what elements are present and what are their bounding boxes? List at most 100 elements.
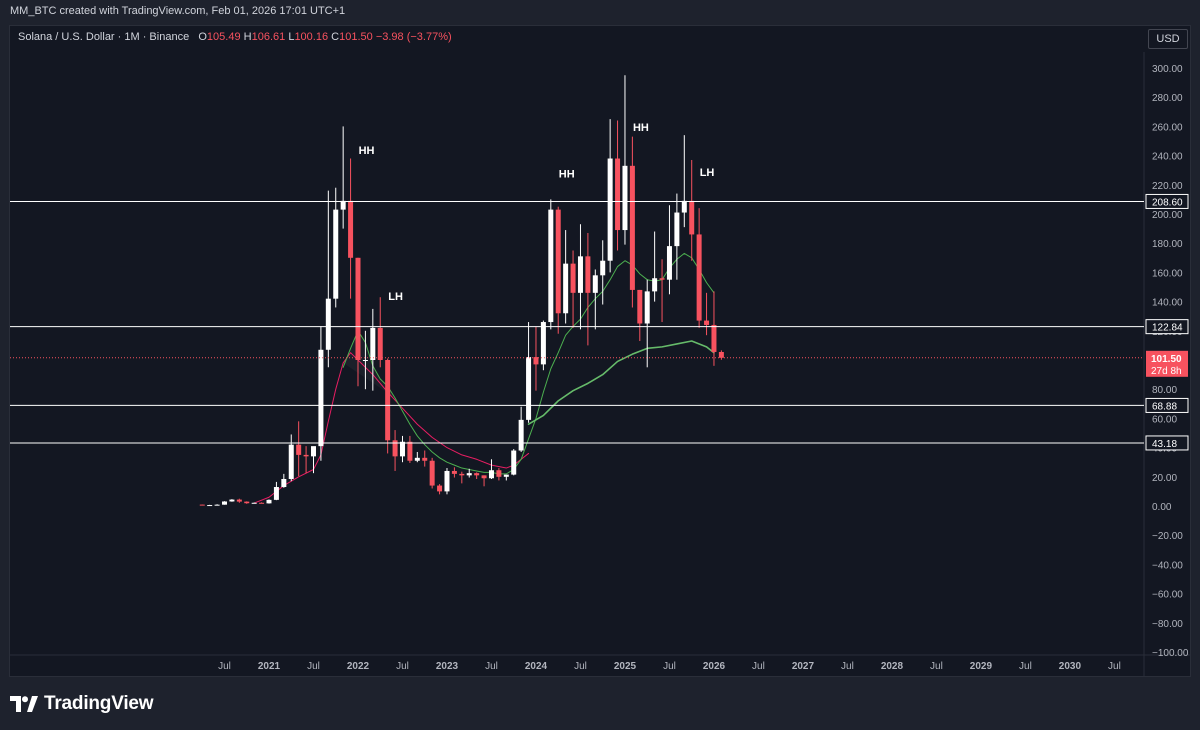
y-tick-label: 220.00 <box>1152 181 1183 192</box>
chart-frame <box>9 25 1191 677</box>
candle-body <box>474 473 480 476</box>
current-price-tag <box>1146 350 1188 377</box>
symbol-legend: Solana / U.S. Dollar · 1M · Binance O105… <box>18 31 452 43</box>
x-tick-label: Jul <box>396 661 409 672</box>
current-price-label: 101.50 <box>1151 354 1182 365</box>
candle-body <box>303 454 309 457</box>
candle-body <box>377 327 383 360</box>
candle-body <box>281 478 287 488</box>
candle-body <box>310 446 316 457</box>
x-tick-label: 2023 <box>436 661 459 672</box>
high-value: 106.61 <box>251 31 286 43</box>
pattern-annotation: LH <box>388 291 403 303</box>
y-tick-label: 240.00 <box>1152 152 1183 163</box>
y-tick-label: 300.00 <box>1152 64 1183 75</box>
x-tick-label: 2024 <box>525 661 548 672</box>
candle-body <box>429 460 435 486</box>
candle-body <box>362 360 368 361</box>
candle-body <box>607 158 613 261</box>
open-label: O <box>198 31 207 43</box>
candle-body <box>503 474 509 477</box>
candle-body <box>540 322 546 365</box>
level-price-tag <box>1145 435 1189 451</box>
candle-body <box>496 470 502 477</box>
candle-body <box>666 246 672 280</box>
x-tick-label: 2027 <box>792 661 815 672</box>
pattern-annotation: LH <box>700 167 715 179</box>
x-tick-label: 2022 <box>347 661 370 672</box>
x-tick-label: Jul <box>930 661 943 672</box>
candle-body <box>629 165 635 290</box>
candle-body <box>518 419 524 451</box>
candle-body <box>585 256 591 293</box>
x-tick-label: Jul <box>485 661 498 672</box>
level-price-tag <box>1145 193 1189 209</box>
y-tick-label: −80.00 <box>1152 619 1183 630</box>
candle-body <box>437 485 443 492</box>
level-price-label: 208.60 <box>1152 197 1183 208</box>
candle-body <box>370 327 376 360</box>
price-chart[interactable]: 300.00 280.00 260.00 240.00 220.00 200.00 180.… <box>0 0 1200 678</box>
candle-body <box>526 357 532 420</box>
level-price-tag <box>1145 397 1189 413</box>
candle-body <box>718 351 724 358</box>
tradingview-logo-text: TradingView <box>44 693 154 714</box>
x-tick-label: Jul <box>841 661 854 672</box>
level-price-label: 122.84 <box>1152 323 1183 334</box>
candle-body <box>266 499 272 504</box>
y-tick-label: 140.00 <box>1152 298 1183 309</box>
candle-body <box>622 165 628 231</box>
open-value: 105.49 <box>206 31 241 43</box>
low-label: L <box>288 31 295 43</box>
candle-body <box>652 278 658 292</box>
candle-body <box>637 289 643 324</box>
candle-body <box>533 357 539 365</box>
y-tick-label: 160.00 <box>1152 268 1183 279</box>
candle-body <box>288 444 294 479</box>
candle-body <box>459 473 465 476</box>
candle-body <box>244 501 250 504</box>
candle-body <box>444 470 450 492</box>
tradingview-logo[interactable]: TradingView <box>10 693 154 715</box>
x-tick-label: Jul <box>663 661 676 672</box>
candle-body <box>251 502 257 504</box>
candle-body <box>696 234 702 321</box>
y-tick-label: 80.00 <box>1152 385 1177 396</box>
y-tick-label: −100.00 <box>1152 648 1189 659</box>
chart-header-title: MM_BTC created with TradingView.com, Feb… <box>10 5 346 17</box>
pattern-annotation: HH <box>633 122 649 134</box>
level-price-label: 68.88 <box>1152 401 1177 412</box>
candle-body <box>644 291 650 324</box>
footer <box>0 678 1200 730</box>
candle-body <box>399 441 405 457</box>
candle-body <box>577 256 583 293</box>
pattern-annotation: HH <box>359 145 375 157</box>
candle-body <box>704 320 710 325</box>
high-label: H <box>243 31 252 43</box>
candle-body <box>481 475 487 479</box>
candle-body <box>451 470 457 474</box>
x-tick-label: 2028 <box>881 661 904 672</box>
y-tick-label: 200.00 <box>1152 210 1183 221</box>
level-price-label: 43.18 <box>1152 439 1177 450</box>
x-tick-label: 2029 <box>970 661 993 672</box>
candle-body <box>600 260 606 276</box>
y-tick-label: 0.00 <box>1152 502 1172 513</box>
candle-body <box>385 360 391 441</box>
close-label: C <box>331 31 340 43</box>
x-tick-label: 2026 <box>703 661 726 672</box>
candle-body <box>207 505 213 507</box>
candle-body <box>466 473 472 476</box>
candle-body <box>511 450 517 475</box>
symbol-name: Solana / U.S. Dollar · 1M · Binance <box>18 31 190 43</box>
candle-body <box>711 324 717 352</box>
candle-body <box>555 209 561 314</box>
candle-body <box>689 200 695 235</box>
candle-body <box>296 444 302 455</box>
currency-button[interactable]: USD <box>1148 29 1188 49</box>
x-tick-label: Jul <box>574 661 587 672</box>
y-tick-label: 180.00 <box>1152 239 1183 250</box>
x-tick-label: 2025 <box>614 661 637 672</box>
candle-body <box>674 212 680 247</box>
change-value: −3.98 (−3.77%) <box>375 31 452 43</box>
